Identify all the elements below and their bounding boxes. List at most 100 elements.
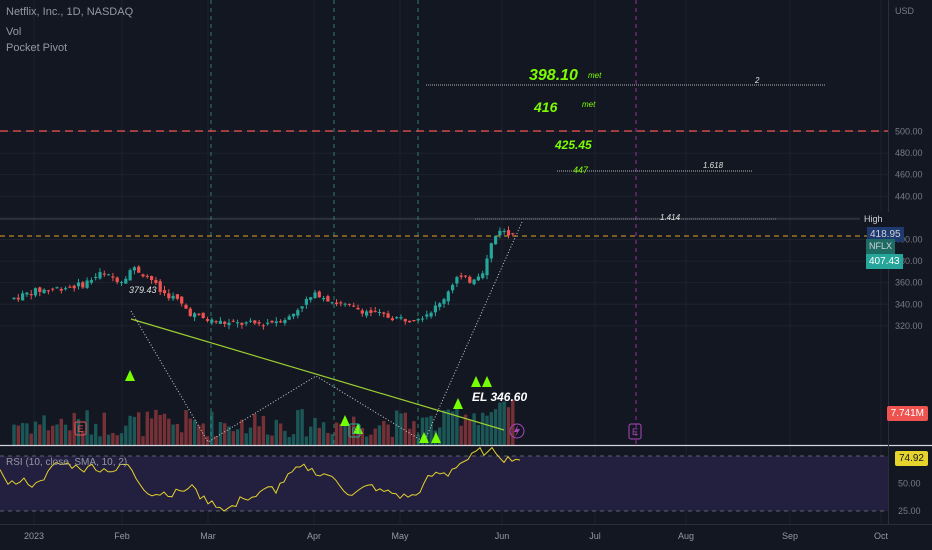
volume-bar <box>20 423 25 445</box>
rsi-legend[interactable]: RSI (10, close, SMA, 10, 2) <box>6 457 128 468</box>
candle-body <box>107 274 111 276</box>
candle-body <box>498 230 502 236</box>
pivot-triangle <box>125 370 135 381</box>
volume-bar <box>481 412 485 445</box>
volume-bar <box>369 434 373 445</box>
rsi-value-tag: 74.92 <box>894 451 928 466</box>
volume-bar <box>12 424 16 445</box>
earnings-marker-1[interactable]: E <box>74 421 87 436</box>
candle-body <box>365 311 369 316</box>
volume-bar <box>309 426 313 445</box>
candle-body <box>98 272 102 279</box>
candle-body <box>72 285 76 289</box>
candle-body <box>119 282 124 284</box>
dividend-lightning-icon[interactable] <box>509 423 525 439</box>
candle-body <box>446 291 450 302</box>
volume-bar <box>463 414 468 445</box>
candle-body <box>296 310 300 316</box>
candle-body <box>145 275 149 277</box>
candle-body <box>356 307 360 310</box>
volume-bar <box>111 432 115 445</box>
volume-bar <box>343 424 347 445</box>
candle-body <box>231 320 235 322</box>
volume-bar <box>330 434 334 445</box>
volume-bar <box>455 405 459 445</box>
candle-body <box>506 230 511 236</box>
candle-body <box>399 317 403 319</box>
pocket-pivot-legend[interactable]: Pocket Pivot <box>6 42 68 54</box>
candle-body <box>377 311 382 313</box>
target-425-label: 425.45 <box>555 138 592 152</box>
candle-body <box>442 299 446 304</box>
candle-body <box>46 290 50 292</box>
volume-bar <box>115 435 119 445</box>
candle-body <box>137 266 141 273</box>
time-tick-label: Oct <box>874 531 889 541</box>
candle-body <box>253 320 257 324</box>
volume-bar <box>317 427 321 445</box>
volume-bar <box>321 422 326 445</box>
volume-bar <box>364 436 369 445</box>
volume-bar <box>326 432 330 445</box>
candle-body <box>188 308 192 317</box>
volume-bar <box>450 411 455 445</box>
volume-bar <box>162 413 167 445</box>
candlesticks <box>12 226 515 330</box>
price-tick-label: 440.00 <box>895 191 923 201</box>
time-tick-label: Feb <box>114 531 130 541</box>
vol-legend[interactable]: Vol <box>6 26 22 38</box>
candle-body <box>158 281 162 292</box>
time-tick-label: May <box>391 531 409 541</box>
candle-body <box>291 313 296 317</box>
candle-body <box>21 293 25 301</box>
candle-body <box>309 297 313 300</box>
candle-body <box>468 276 472 283</box>
volume-bar <box>223 423 227 445</box>
candle-body <box>476 276 480 281</box>
volume-bar <box>425 417 429 445</box>
volume-bar <box>51 425 55 445</box>
candle-body <box>81 282 85 288</box>
candle-body <box>205 319 210 321</box>
price-tick-label: 320.00 <box>895 321 923 331</box>
volume-bar <box>403 412 407 445</box>
volume-bar <box>459 425 463 445</box>
fib-1618-label: 1.618 <box>703 161 724 170</box>
price-tick-label: 400.00 <box>895 234 923 244</box>
volume-bar <box>231 431 235 445</box>
candle-body <box>395 317 399 319</box>
volume-bar <box>248 427 253 445</box>
volume-bar <box>188 418 192 445</box>
volume-bar <box>261 415 266 445</box>
time-tick-label: Jun <box>495 531 510 541</box>
candle-body <box>287 316 291 320</box>
price-tick-label: 500.00 <box>895 126 923 136</box>
candle-body <box>111 276 115 278</box>
rsi-line <box>0 446 521 512</box>
candle-body <box>343 303 347 305</box>
earnings-marker-2[interactable]: E <box>348 423 361 438</box>
volume-bar <box>472 413 476 445</box>
time-tick-label: Mar <box>200 531 216 541</box>
candle-body <box>124 278 128 284</box>
volume-bar <box>119 433 124 445</box>
svg-text:E: E <box>351 426 357 436</box>
price-tick-label: 360.00 <box>895 278 923 288</box>
candle-body <box>42 289 46 294</box>
candle-body <box>382 312 386 314</box>
volume-bar <box>257 426 261 445</box>
volume-bar <box>55 424 59 445</box>
symbol-legend[interactable]: Netflix, Inc., 1D, NASDAQ <box>6 6 134 18</box>
earnings-marker-future[interactable]: E <box>628 423 642 440</box>
last-price-tag: NFLX 407.43 <box>866 239 928 269</box>
svg-text:E: E <box>77 424 83 434</box>
candle-body <box>89 280 93 283</box>
candle-body <box>420 318 425 320</box>
candle-body <box>227 322 231 326</box>
volume-tag: 7.741M <box>886 406 928 421</box>
candle-body <box>390 318 394 321</box>
volume-bar <box>270 435 274 445</box>
volume-bar <box>16 425 20 445</box>
candle-body <box>154 280 158 283</box>
